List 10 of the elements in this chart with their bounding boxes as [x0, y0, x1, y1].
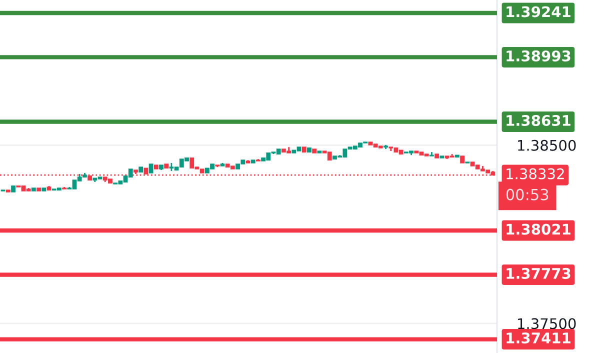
y-tick-label: 1.38500 — [518, 140, 576, 151]
ref-line-label: 1.38021 — [506, 224, 570, 235]
ref-line-label: 1.38332 — [506, 168, 564, 180]
ref-line-label: 1.38631 — [506, 114, 570, 126]
ref-line-label: 1.39241 — [506, 6, 570, 18]
ref-line-label: 1.37411 — [506, 332, 570, 344]
ref-line-label: 1.37773 — [506, 268, 570, 279]
text: 00:53 — [506, 188, 548, 200]
ref-line-label: 1.38993 — [506, 50, 570, 62]
y-tick-label: 1.37500 — [518, 318, 576, 330]
